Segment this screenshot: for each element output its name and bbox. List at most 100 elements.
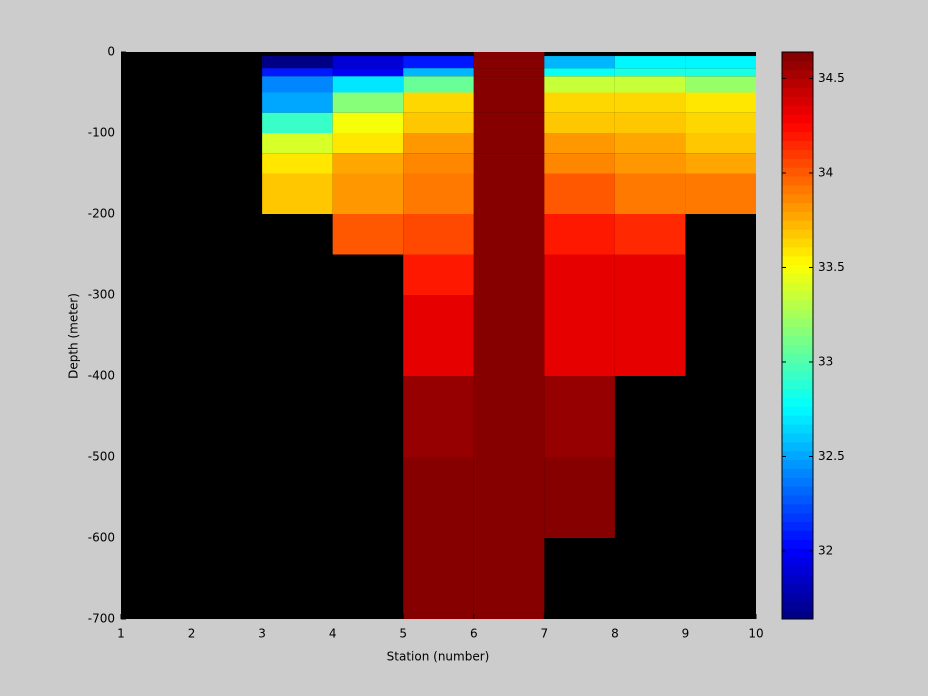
colorbar-swatch xyxy=(782,317,813,328)
colorbar-swatch xyxy=(782,432,813,443)
colorbar-swatch xyxy=(782,610,813,620)
y-tick-label: -700 xyxy=(88,612,115,626)
x-tick-label: 7 xyxy=(541,627,549,641)
x-tick-label: 3 xyxy=(258,627,266,641)
colorbar-swatch xyxy=(782,450,813,461)
colorbar-swatch xyxy=(782,565,813,576)
colorbar-swatch xyxy=(782,512,813,523)
heatmap-cell xyxy=(403,112,474,133)
colorbar-swatch xyxy=(782,202,813,212)
heatmap-cell xyxy=(473,112,545,133)
colorbar-tick-label: 32.5 xyxy=(818,449,845,463)
colorbar-swatch xyxy=(782,503,813,514)
heatmap-cell xyxy=(473,538,545,619)
heatmap-cell xyxy=(614,173,686,214)
heatmap-cell xyxy=(685,56,756,69)
heatmap-cell xyxy=(544,112,615,133)
y-tick-label: -600 xyxy=(88,531,115,545)
heatmap-cell xyxy=(614,214,686,255)
colorbar-swatch xyxy=(782,87,813,97)
heatmap-cell xyxy=(332,92,404,113)
y-tick-label: -100 xyxy=(88,126,115,140)
heatmap-cell xyxy=(473,133,545,154)
colorbar-swatch xyxy=(782,583,813,593)
y-tick-label: 0 xyxy=(107,45,115,59)
heatmap-cell xyxy=(544,56,615,69)
colorbar-swatch xyxy=(782,601,813,611)
colorbar-swatch xyxy=(782,353,813,363)
colorbar-swatch xyxy=(782,52,813,62)
heatmap-cell xyxy=(544,92,615,113)
heatmap-cell xyxy=(262,56,333,69)
heatmap-cell xyxy=(544,133,615,154)
heatmap-cell xyxy=(473,76,545,93)
heatmap-cell xyxy=(614,295,686,376)
colorbar-swatch xyxy=(782,220,813,230)
heatmap-cell xyxy=(332,68,404,77)
y-tick-label: -400 xyxy=(88,369,115,383)
colorbar-swatch xyxy=(782,406,813,416)
colorbar-swatch xyxy=(782,574,813,585)
heatmap-cell xyxy=(544,457,615,538)
y-axis-label: Depth (meter) xyxy=(67,293,81,379)
colorbar-swatch xyxy=(782,273,813,283)
heatmap-cell xyxy=(544,173,615,214)
heatmap-cell xyxy=(473,254,545,295)
colorbar-tick-label: 34 xyxy=(818,165,833,179)
heatmap-cell xyxy=(685,153,756,174)
heatmap-cell xyxy=(332,133,404,154)
colorbar-swatch xyxy=(782,264,813,274)
heatmap-cell xyxy=(685,133,756,154)
heatmap-cell xyxy=(685,76,756,93)
heatmap-cell xyxy=(473,173,545,214)
heatmap-cell xyxy=(332,56,404,69)
heatmap-cell xyxy=(473,92,545,113)
heatmap-cell xyxy=(403,153,474,174)
heatmap-cell xyxy=(332,173,404,214)
colorbar-swatch xyxy=(782,78,813,88)
heatmap-cell xyxy=(473,376,545,457)
heatmap-cell xyxy=(403,538,474,619)
heatmap-cell xyxy=(544,254,615,295)
heatmap-cell xyxy=(473,457,545,538)
heatmap-cell xyxy=(262,68,333,77)
colorbar-swatch xyxy=(782,282,813,292)
heatmap-cell xyxy=(403,214,474,255)
heatmap-cell xyxy=(473,68,545,77)
heatmap-cell xyxy=(332,112,404,133)
colorbar-swatch xyxy=(782,60,813,71)
colorbar-swatch xyxy=(782,397,813,407)
heatmap-cell xyxy=(544,153,615,174)
colorbar-swatch xyxy=(782,158,813,168)
x-tick-label: 8 xyxy=(611,627,619,641)
colorbar-tick-label: 34.5 xyxy=(818,71,845,85)
heatmap-cell xyxy=(614,254,686,295)
colorbar-tick-label: 32 xyxy=(818,543,833,557)
heatmap-cell xyxy=(473,295,545,376)
heatmap-cell xyxy=(544,214,615,255)
heatmap-cell xyxy=(544,68,615,77)
heatmap-cell xyxy=(403,133,474,154)
colorbar-swatch xyxy=(782,521,813,531)
colorbar-swatch xyxy=(782,176,813,186)
colorbar-swatch xyxy=(782,362,813,372)
colorbar-swatch xyxy=(782,592,813,602)
heatmap-cell xyxy=(544,376,615,457)
colorbar-swatch xyxy=(782,184,813,195)
colorbar-swatch xyxy=(782,335,813,345)
x-tick-label: 5 xyxy=(399,627,407,641)
colorbar-swatch xyxy=(782,556,813,567)
heatmap-cell xyxy=(262,173,333,214)
colorbar-swatch xyxy=(782,548,813,558)
y-tick-label: -300 xyxy=(88,288,115,302)
heatmap-cell xyxy=(403,254,474,295)
heatmap-cell xyxy=(614,76,686,93)
heatmap-cell xyxy=(403,92,474,113)
colorbar-swatch xyxy=(782,211,813,221)
colorbar-swatch xyxy=(782,105,813,115)
colorbar-swatch xyxy=(782,530,813,540)
heatmap-cell xyxy=(685,112,756,133)
colorbar-swatch xyxy=(782,494,813,505)
heatmap-cell xyxy=(544,295,615,376)
heatmap-cell xyxy=(403,376,474,457)
